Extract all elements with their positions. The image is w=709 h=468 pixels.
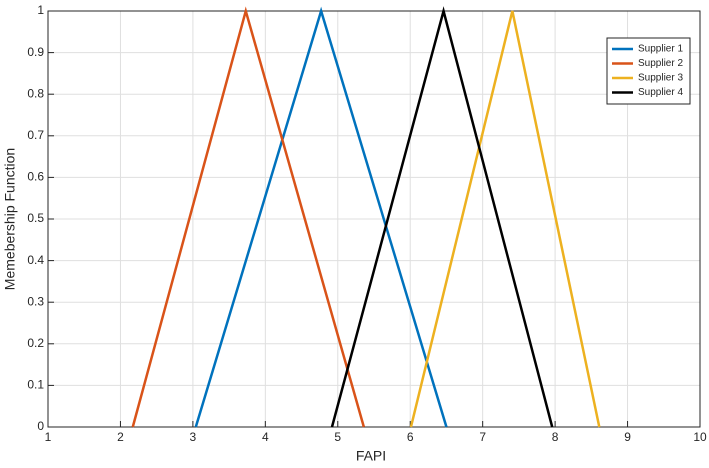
x-tick-label: 4: [262, 430, 269, 444]
x-tick-label: 6: [407, 430, 414, 444]
x-tick-label: 3: [190, 430, 197, 444]
legend-label: Supplier 3: [638, 73, 683, 84]
y-tick-label: 0.3: [27, 294, 44, 308]
y-axis-label: Memebership Function: [2, 148, 18, 290]
x-tick-label: 9: [624, 430, 631, 444]
x-tick-label: 2: [117, 430, 124, 444]
x-tick-label: 7: [479, 430, 486, 444]
series-line: [131, 6, 366, 428]
y-tick-label: 0.1: [27, 378, 44, 392]
y-tick-label: 0.7: [27, 128, 44, 142]
y-tick-label: 0.5: [27, 211, 44, 225]
y-tick-label: 0.9: [27, 45, 44, 59]
x-tick-label: 5: [334, 430, 341, 444]
x-tick-label: 10: [693, 430, 707, 444]
legend-label: Supplier 1: [638, 44, 683, 55]
series-line: [194, 6, 448, 428]
series-line: [409, 10, 601, 428]
y-tick-label: 0.6: [27, 170, 44, 184]
y-tick-label: 0.4: [27, 253, 44, 267]
series-line: [330, 6, 554, 428]
y-tick-label: 0.2: [27, 336, 44, 350]
y-tick-label: 0: [37, 419, 44, 433]
y-tick-label: 0.8: [27, 86, 44, 100]
x-axis-label: FAPI: [356, 448, 386, 464]
legend-label: Supplier 2: [638, 58, 683, 69]
x-tick-label: 1: [45, 430, 52, 444]
legend-label: Supplier 4: [638, 87, 683, 98]
y-tick-label: 1: [37, 3, 44, 17]
x-tick-label: 8: [552, 430, 559, 444]
plot-frame: [47, 10, 701, 428]
